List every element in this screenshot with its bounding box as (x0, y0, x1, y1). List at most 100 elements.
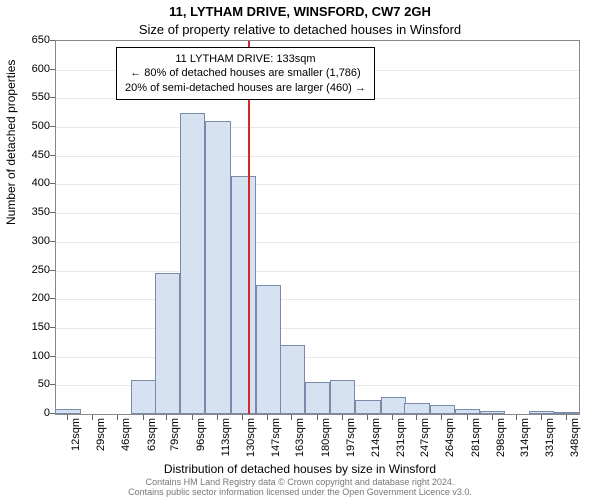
x-tick-label: 314sqm (519, 418, 531, 468)
y-tick-mark (50, 40, 55, 41)
annotation-line2: ← 80% of detached houses are smaller (1,… (125, 66, 366, 80)
x-tick-mark (267, 415, 268, 420)
y-tick-mark (50, 69, 55, 70)
x-tick-mark (143, 415, 144, 420)
histogram-bar (280, 345, 305, 414)
y-tick-mark (50, 155, 55, 156)
gridline (56, 299, 579, 300)
y-tick-label: 400 (10, 178, 50, 189)
y-tick-label: 600 (10, 64, 50, 75)
annotation-box: 11 LYTHAM DRIVE: 133sqm ← 80% of detache… (116, 47, 375, 100)
histogram-bar (355, 400, 380, 414)
x-tick-label: 264sqm (444, 418, 456, 468)
histogram-bar (55, 409, 80, 414)
y-tick-label: 150 (10, 322, 50, 333)
x-tick-label: 298sqm (495, 418, 507, 468)
x-tick-mark (416, 415, 417, 420)
y-tick-label: 250 (10, 265, 50, 276)
x-tick-label: 163sqm (294, 418, 306, 468)
x-tick-label: 197sqm (345, 418, 357, 468)
histogram-bar (404, 403, 429, 414)
x-tick-label: 348sqm (569, 418, 581, 468)
y-tick-mark (50, 212, 55, 213)
gridline (56, 271, 579, 272)
y-tick-label: 450 (10, 150, 50, 161)
x-tick-mark (166, 415, 167, 420)
y-tick-label: 0 (10, 408, 50, 419)
x-tick-label: 79sqm (169, 418, 181, 468)
histogram-bar (131, 380, 156, 414)
chart-subtitle: Size of property relative to detached ho… (0, 22, 600, 37)
x-tick-mark (242, 415, 243, 420)
x-tick-label: 29sqm (95, 418, 107, 468)
x-tick-mark (342, 415, 343, 420)
x-tick-mark (67, 415, 68, 420)
x-tick-label: 281sqm (470, 418, 482, 468)
y-tick-mark (50, 270, 55, 271)
x-tick-mark (367, 415, 368, 420)
gridline (56, 357, 579, 358)
x-tick-mark (291, 415, 292, 420)
y-tick-mark (50, 327, 55, 328)
plot-area: 11 LYTHAM DRIVE: 133sqm ← 80% of detache… (55, 40, 580, 415)
x-tick-mark (117, 415, 118, 420)
x-tick-mark (392, 415, 393, 420)
y-tick-mark (50, 356, 55, 357)
gridline (56, 127, 579, 128)
y-tick-label: 300 (10, 236, 50, 247)
x-tick-mark (541, 415, 542, 420)
histogram-bar (305, 382, 330, 414)
x-tick-mark (492, 415, 493, 420)
y-tick-mark (50, 413, 55, 414)
y-tick-mark (50, 126, 55, 127)
histogram-bar (529, 411, 554, 414)
footer-line2: Contains public sector information licen… (0, 488, 600, 498)
histogram-bar (330, 380, 355, 414)
x-tick-label: 130sqm (245, 418, 257, 468)
x-tick-mark (192, 415, 193, 420)
x-tick-mark (441, 415, 442, 420)
x-tick-label: 331sqm (544, 418, 556, 468)
y-tick-label: 500 (10, 121, 50, 132)
y-tick-label: 200 (10, 293, 50, 304)
x-tick-mark (317, 415, 318, 420)
x-tick-label: 63sqm (146, 418, 158, 468)
y-tick-label: 650 (10, 35, 50, 46)
y-tick-label: 550 (10, 92, 50, 103)
y-tick-mark (50, 183, 55, 184)
x-tick-mark (516, 415, 517, 420)
annotation-line1: 11 LYTHAM DRIVE: 133sqm (125, 52, 366, 66)
y-tick-mark (50, 241, 55, 242)
x-tick-mark (566, 415, 567, 420)
x-tick-label: 147sqm (270, 418, 282, 468)
gridline (56, 328, 579, 329)
x-tick-label: 180sqm (320, 418, 332, 468)
chart-address-title: 11, LYTHAM DRIVE, WINSFORD, CW7 2GH (0, 4, 600, 19)
x-tick-label: 96sqm (195, 418, 207, 468)
x-tick-mark (217, 415, 218, 420)
histogram-bar (256, 285, 281, 414)
footer-attribution: Contains HM Land Registry data © Crown c… (0, 478, 600, 498)
gridline (56, 184, 579, 185)
histogram-bar (554, 412, 579, 414)
gridline (56, 213, 579, 214)
x-tick-mark (92, 415, 93, 420)
x-tick-mark (467, 415, 468, 420)
histogram-bar (430, 405, 455, 414)
y-tick-label: 100 (10, 351, 50, 362)
y-tick-label: 350 (10, 207, 50, 218)
histogram-bar (155, 273, 180, 414)
histogram-bar (205, 121, 230, 414)
x-tick-label: 46sqm (120, 418, 132, 468)
gridline (56, 156, 579, 157)
y-tick-mark (50, 384, 55, 385)
histogram-bar (455, 409, 480, 414)
x-tick-label: 113sqm (220, 418, 232, 468)
x-tick-label: 247sqm (419, 418, 431, 468)
y-tick-mark (50, 97, 55, 98)
x-tick-label: 12sqm (70, 418, 82, 468)
histogram-bar (231, 176, 256, 414)
y-tick-mark (50, 298, 55, 299)
x-tick-label: 214sqm (370, 418, 382, 468)
y-tick-label: 50 (10, 379, 50, 390)
